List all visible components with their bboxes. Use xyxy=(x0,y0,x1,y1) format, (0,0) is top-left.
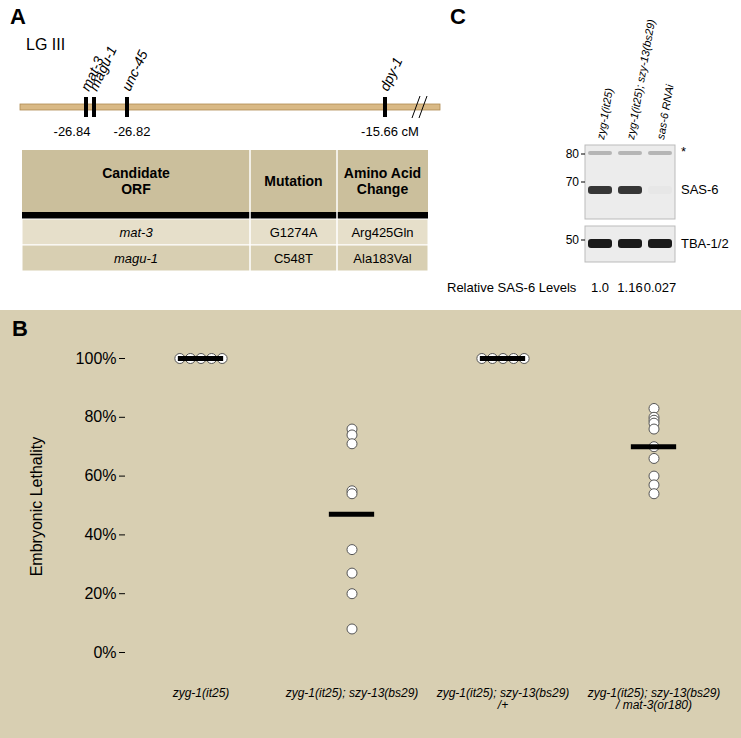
svg-text:0%: 0% xyxy=(93,644,116,661)
svg-text:mat-3: mat-3 xyxy=(119,225,153,240)
svg-text:60%: 60% xyxy=(84,467,116,484)
svg-text:1.16: 1.16 xyxy=(617,280,642,295)
svg-text:-15.66 cM: -15.66 cM xyxy=(361,124,419,139)
svg-text:A: A xyxy=(10,4,26,29)
svg-text:dpy-1: dpy-1 xyxy=(376,55,405,94)
svg-text:TBA-1/2: TBA-1/2 xyxy=(681,236,729,251)
svg-text:G1274A: G1274A xyxy=(270,225,318,240)
svg-text:zyg-1(it25); szy-13(bs29)/ mat: zyg-1(it25); szy-13(bs29)/ mat-3(or180) xyxy=(587,686,721,712)
svg-text:LG III: LG III xyxy=(26,36,65,53)
svg-text:80%: 80% xyxy=(84,408,116,425)
svg-text:-26.84: -26.84 xyxy=(54,124,91,139)
svg-text:magu-1: magu-1 xyxy=(114,251,158,266)
svg-text:40%: 40% xyxy=(84,526,116,543)
svg-text:50: 50 xyxy=(566,233,580,247)
svg-text:unc-45: unc-45 xyxy=(118,48,151,94)
svg-text:1.0: 1.0 xyxy=(591,280,609,295)
svg-text:100%: 100% xyxy=(76,350,117,367)
svg-text:80: 80 xyxy=(566,147,580,161)
svg-text:C: C xyxy=(450,4,466,29)
svg-text:C548T: C548T xyxy=(274,251,313,266)
svg-text:SAS-6: SAS-6 xyxy=(681,182,719,197)
svg-text:Amino AcidChange: Amino AcidChange xyxy=(344,165,421,197)
html-text:B: B xyxy=(12,316,28,341)
svg-text:Relative SAS-6 Levels: Relative SAS-6 Levels xyxy=(447,280,577,295)
svg-text:70: 70 xyxy=(566,175,580,189)
svg-text:20%: 20% xyxy=(84,585,116,602)
svg-text:Ala183Val: Ala183Val xyxy=(353,251,411,266)
svg-text:CandidateORF: CandidateORF xyxy=(102,165,170,197)
svg-text:Mutation: Mutation xyxy=(264,173,322,189)
svg-text:zyg-1(it25); szy-13(bs29): zyg-1(it25); szy-13(bs29) xyxy=(285,686,419,700)
svg-text:Embryonic Lethality: Embryonic Lethality xyxy=(28,437,45,577)
svg-text:-26.82: -26.82 xyxy=(114,124,151,139)
svg-text:zyg-1(it25); szy-13(bs29): zyg-1(it25); szy-13(bs29) xyxy=(624,18,657,141)
svg-text:magu-1: magu-1 xyxy=(85,43,120,93)
svg-text:zyg-1(it25): zyg-1(it25) xyxy=(594,87,615,142)
svg-text:zyg-1(it25); szy-13(bs29)/+: zyg-1(it25); szy-13(bs29)/+ xyxy=(436,686,570,712)
svg-text:sas-6 RNAi: sas-6 RNAi xyxy=(654,83,676,140)
svg-text:Arg425Gln: Arg425Gln xyxy=(351,225,413,240)
svg-text:0.027: 0.027 xyxy=(644,280,677,295)
svg-text:zyg-1(it25): zyg-1(it25) xyxy=(172,686,230,700)
svg-text:*: * xyxy=(681,144,686,159)
